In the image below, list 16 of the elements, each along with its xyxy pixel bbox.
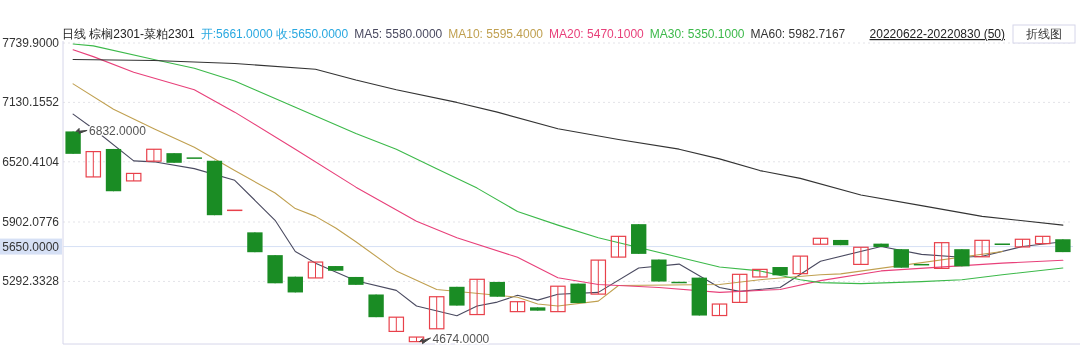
y-tick-label: 6520.4104: [2, 154, 60, 169]
chart-subtitle: 开:5661.0000 收:5650.0000: [200, 27, 349, 41]
annotation: 4674.0000: [432, 332, 490, 345]
y-tick-label: 5292.3328: [2, 274, 60, 289]
y-tick-label: 7130.1552: [2, 95, 60, 110]
text: MA60: 5982.7167: [750, 27, 846, 41]
y-tick-label: 5902.0776: [2, 215, 60, 230]
chart-title: 日线 棕榈2301-菜粕2301: [62, 27, 196, 41]
text: MA30: 5350.1000: [649, 27, 745, 41]
ref-line-label: 5650.0000: [2, 239, 60, 254]
text: MA20: 5470.1000: [549, 27, 645, 41]
text: MA5: 5580.0000: [354, 27, 443, 41]
text: 折线图: [1026, 27, 1062, 41]
y-tick-label: 7739.9000: [2, 36, 60, 50]
text: MA10: 5595.4000: [448, 27, 544, 41]
text: 20220622-20220830 (50): [869, 27, 1005, 41]
